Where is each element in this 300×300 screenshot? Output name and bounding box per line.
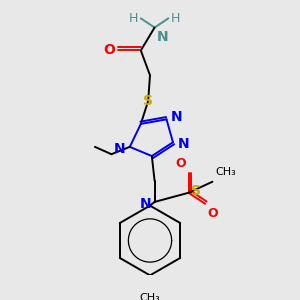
Text: N: N	[156, 30, 168, 44]
Text: S: S	[143, 94, 153, 108]
Text: O: O	[103, 44, 115, 58]
Text: H: H	[171, 12, 181, 25]
Text: N: N	[178, 137, 189, 151]
Text: CH₃: CH₃	[215, 167, 236, 177]
Text: N: N	[114, 142, 125, 156]
Text: H: H	[129, 12, 138, 25]
Text: O: O	[208, 206, 218, 220]
Text: O: O	[175, 157, 186, 170]
Text: N: N	[171, 110, 183, 124]
Text: CH₃: CH₃	[140, 293, 160, 300]
Text: N: N	[140, 197, 152, 211]
Text: S: S	[191, 184, 201, 198]
